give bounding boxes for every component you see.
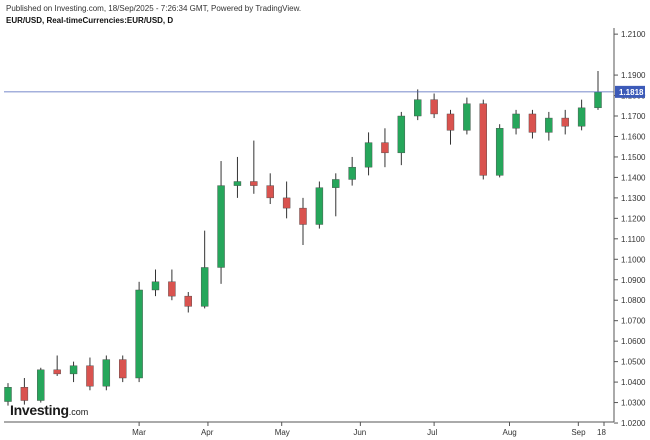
y-tick-label: 1.0900: [621, 276, 646, 285]
x-tick-label: Jun: [353, 428, 366, 437]
candle-body: [282, 197, 291, 209]
y-tick-label: 1.0600: [621, 337, 646, 346]
y-tick-label: 1.0200: [621, 419, 646, 428]
y-tick-label: 1.1300: [621, 194, 646, 203]
candle-body: [463, 103, 471, 131]
y-tick-label: 1.1400: [621, 173, 646, 182]
candle-body: [299, 207, 307, 225]
candle-body: [381, 142, 389, 154]
candle-body: [561, 117, 569, 127]
published-info: Published on Investing.com, 18/Sep/2025 …: [6, 4, 302, 13]
x-tick-label: Aug: [503, 428, 517, 437]
y-tick-label: 1.2100: [621, 30, 646, 39]
candle-body: [594, 91, 602, 109]
symbol-title: EUR/USD, Real-timeCurrencies:EUR/USD, D: [6, 16, 174, 25]
candle-body: [86, 365, 94, 387]
candle-body: [479, 103, 487, 176]
x-tick-label: Mar: [132, 428, 146, 437]
y-tick-label: 1.0800: [621, 296, 646, 305]
candle-body: [168, 281, 176, 297]
candle-body: [233, 181, 242, 186]
candle-body: [495, 128, 504, 176]
candle-body: [151, 281, 160, 291]
x-tick-label: Jul: [427, 428, 437, 437]
candle-body: [20, 387, 29, 401]
current-price-label: 1.1818: [619, 88, 644, 97]
investing-logo: Investing.com: [10, 402, 88, 420]
y-tick-label: 1.0500: [621, 358, 646, 367]
candle-body: [102, 359, 111, 387]
candle-body: [528, 113, 537, 133]
candle-body: [364, 142, 373, 168]
y-tick-label: 1.0300: [621, 399, 646, 408]
candle-body: [414, 99, 422, 117]
candle-body: [446, 113, 455, 131]
candle-body: [266, 185, 274, 199]
candle-body: [250, 181, 258, 186]
candle-body: [200, 267, 209, 307]
candle-body: [545, 117, 553, 133]
candle-body: [53, 369, 61, 375]
current-price-badge: [615, 85, 645, 98]
candle-body: [184, 295, 192, 307]
candle-body: [332, 179, 340, 188]
y-tick-label: 1.1200: [621, 214, 646, 223]
candle-body: [37, 369, 45, 401]
y-tick-label: 1.0400: [621, 378, 646, 387]
candle-body: [4, 387, 12, 402]
candle-body: [512, 113, 520, 129]
y-tick-label: 1.1900: [621, 71, 646, 80]
candle-body: [69, 365, 78, 375]
candle-body: [217, 185, 225, 268]
axes: 1.21001.19001.18001.17001.16001.15001.14…: [4, 28, 646, 437]
candle-body: [348, 166, 356, 180]
logo-main-text: Investing: [10, 402, 69, 418]
x-tick-label: Sep: [571, 428, 586, 437]
y-tick-label: 1.1500: [621, 153, 646, 162]
x-tick-label: May: [275, 428, 290, 437]
x-tick-label: 18: [597, 428, 606, 437]
candle-body: [315, 187, 324, 225]
plot-area: [4, 70, 614, 406]
x-tick-label: Apr: [201, 428, 214, 437]
candle-body: [430, 99, 438, 115]
y-tick-label: 1.0700: [621, 317, 646, 326]
y-tick-label: 1.1100: [621, 235, 645, 244]
y-tick-label: 1.1600: [621, 132, 646, 141]
y-tick-label: 1.1700: [621, 112, 646, 121]
y-tick-label: 1.1000: [621, 255, 646, 264]
candle-body: [119, 359, 127, 379]
candle-body: [397, 115, 406, 154]
logo-sub-text: .com: [68, 407, 89, 417]
candle-body: [577, 107, 586, 127]
candle-body: [135, 289, 143, 379]
